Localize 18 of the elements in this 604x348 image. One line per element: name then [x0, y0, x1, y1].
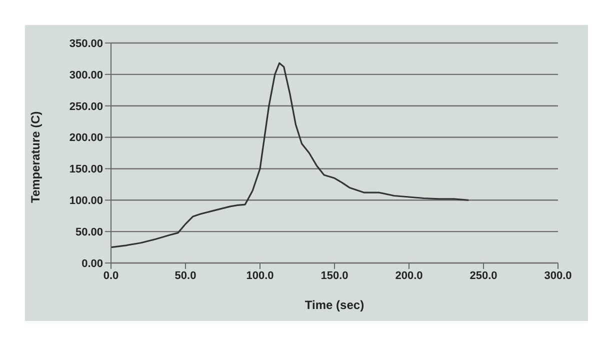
line-series: [111, 62, 470, 248]
y-tick-label: 50.00: [75, 226, 103, 238]
x-tick-label: 250.0: [470, 270, 498, 282]
y-tick-label: 250.00: [69, 100, 103, 113]
y-tick-label: 200.00: [69, 132, 103, 144]
y-axis-title: Temperature (C): [28, 111, 42, 203]
x-tick-label: 0.0: [103, 270, 119, 282]
y-tick-label: 150.00: [69, 164, 103, 176]
y-tick-label: 100.00: [69, 195, 103, 208]
y-tick-label: 0.00: [82, 258, 103, 270]
y-tick-label: 350.00: [69, 38, 103, 50]
x-tick-label: 150.0: [320, 270, 348, 282]
x-axis-title: Time (sec): [304, 298, 364, 312]
y-tick-label: 300.00: [69, 69, 103, 82]
x-tick-label: 200.0: [395, 270, 423, 282]
x-tick-label: 300.0: [544, 270, 572, 282]
x-tick-label: 100.0: [246, 270, 274, 282]
x-tick-label: 50.0: [174, 270, 196, 282]
